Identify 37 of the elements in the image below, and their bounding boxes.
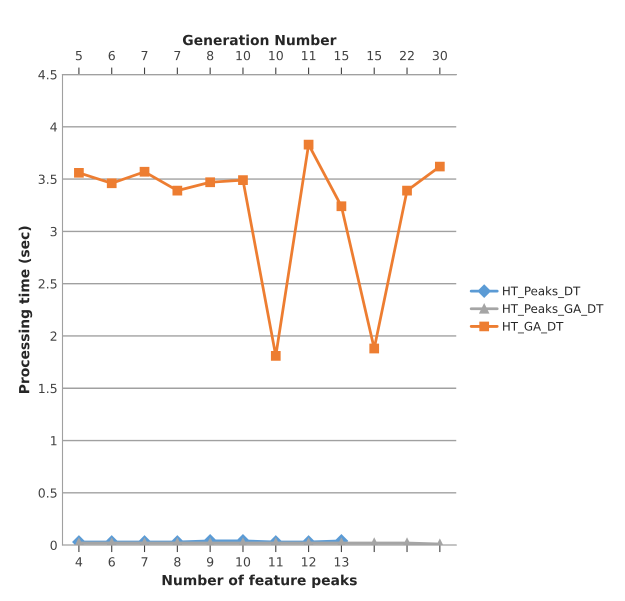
text: 15 xyxy=(334,51,348,60)
y-tick-label: 1 xyxy=(51,436,56,446)
y-tick-label: 2.5 xyxy=(38,279,57,289)
text: 8 xyxy=(207,50,214,60)
text: 5 xyxy=(76,51,82,60)
x-tick-label: 9 xyxy=(206,557,214,567)
text: 10 xyxy=(269,50,283,60)
y-tick-label: 3 xyxy=(50,226,57,236)
legend-label: HT_GA_DT xyxy=(503,322,564,334)
y-tick-label: 2 xyxy=(50,331,56,341)
legend-label: HT_Peaks_GA_DT xyxy=(503,304,604,316)
y-tick-label: 4 xyxy=(50,122,57,132)
x-tick-label: 4 xyxy=(76,557,82,566)
y-tick-label: 0 xyxy=(50,540,57,550)
x-tick-label: 13 xyxy=(334,557,348,567)
y-tick-label: 0.5 xyxy=(38,488,57,498)
x-tick-label: 6 xyxy=(108,557,115,567)
y-tick-label: 1.5 xyxy=(39,384,57,394)
text: 7 xyxy=(142,51,148,60)
text: 10 xyxy=(236,50,250,60)
text: 30 xyxy=(432,50,447,60)
x-tick-label: 10 xyxy=(236,557,250,567)
legend-label: HT_Peaks_DT xyxy=(503,286,580,298)
text: 11 xyxy=(302,51,316,60)
y-axis-title: Processing time (sec) xyxy=(18,226,32,393)
x-tick-label: 11 xyxy=(269,557,283,566)
x-tick-label: 7 xyxy=(142,557,148,566)
x2-axis-title: Generation Number xyxy=(182,34,336,46)
text: 15 xyxy=(368,51,382,60)
x-tick-label: 12 xyxy=(302,557,316,566)
text: 22 xyxy=(400,50,414,60)
text: 7 xyxy=(174,51,180,60)
x-tick-label: 8 xyxy=(174,557,180,567)
y-tick-label: 3.5 xyxy=(38,174,57,184)
y-tick-label: 4.5 xyxy=(38,70,57,80)
text: 6 xyxy=(108,50,115,60)
x-axis-title: Number of feature peaks xyxy=(162,574,357,588)
